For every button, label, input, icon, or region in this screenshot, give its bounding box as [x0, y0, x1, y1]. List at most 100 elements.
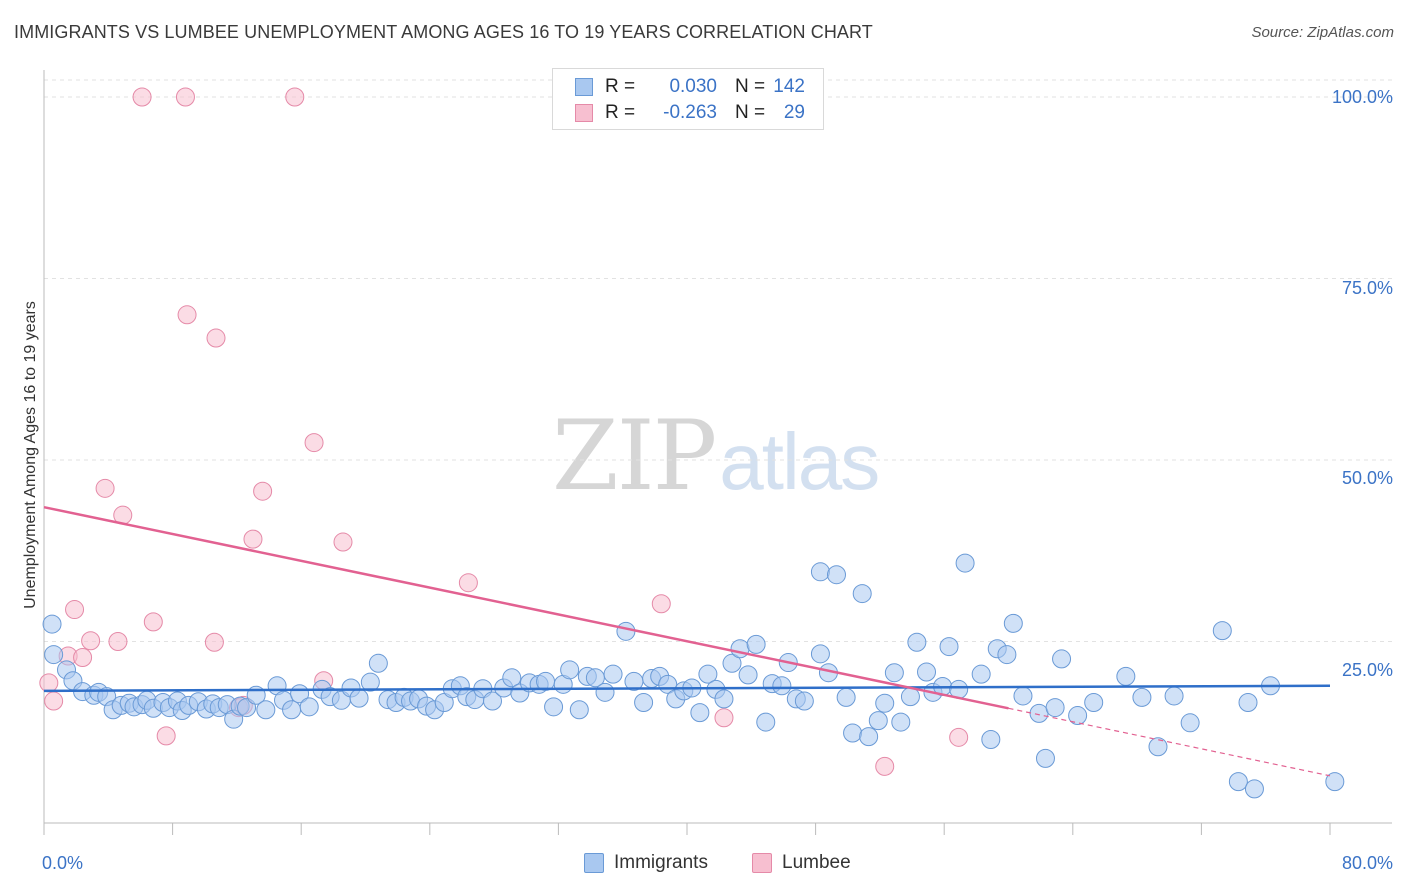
immigrants-point — [1068, 706, 1088, 726]
lumbee-point — [304, 433, 324, 453]
lumbee-point — [81, 631, 101, 651]
immigrants-point — [1035, 748, 1055, 768]
legend-r-label: R = — [605, 76, 636, 97]
legend-item-lumbee[interactable]: Lumbee — [752, 852, 851, 874]
series-immigrants — [42, 553, 1345, 799]
immigrants-point — [772, 676, 792, 696]
lumbee-point — [333, 532, 353, 552]
immigrants-point — [1029, 703, 1049, 723]
lumbee-point — [108, 632, 128, 651]
lumbee-point — [65, 600, 85, 620]
immigrants-point — [810, 644, 830, 664]
immigrants-trend-line — [43, 684, 1331, 693]
legend-n-label: N = — [735, 102, 766, 123]
immigrants-point — [810, 562, 830, 582]
legend-item-immigrants[interactable]: Immigrants — [584, 852, 708, 874]
immigrants-point — [544, 697, 564, 717]
immigrants-point — [907, 632, 927, 652]
x-tick-label: 0.0% — [42, 853, 84, 873]
immigrants-point — [722, 653, 742, 673]
immigrants-point — [859, 727, 879, 747]
immigrants-point — [482, 691, 502, 711]
immigrants-point — [1212, 621, 1232, 641]
immigrants-point — [836, 687, 856, 707]
lumbee-point — [39, 673, 59, 693]
immigrants-point — [843, 723, 863, 743]
immigrants-point — [746, 634, 766, 654]
lumbee-point — [949, 727, 969, 747]
immigrants-point — [616, 621, 636, 641]
immigrants-point — [1228, 772, 1248, 792]
immigrants-point — [714, 689, 734, 709]
lumbee-point — [95, 478, 115, 498]
immigrants-point — [917, 662, 937, 682]
immigrants-point — [634, 692, 654, 712]
watermark-zip: ZIP — [552, 400, 717, 512]
y-tick-label: 100.0% — [1331, 87, 1393, 107]
immigrants-point — [603, 664, 623, 684]
immigrants-point — [1238, 692, 1258, 712]
immigrants-point — [939, 637, 959, 657]
lumbee-point — [651, 594, 671, 614]
legend-n-value: 29 — [783, 102, 805, 123]
lumbee-point — [458, 573, 478, 593]
immigrants-point — [44, 645, 64, 665]
immigrants-point — [891, 712, 911, 732]
immigrants-point — [1052, 649, 1072, 669]
immigrants-point — [868, 711, 888, 731]
legend-r-label: R = — [605, 102, 636, 123]
immigrants-point — [42, 614, 62, 634]
immigrants-point — [794, 691, 814, 711]
immigrants-point — [595, 682, 615, 702]
lumbee-point — [175, 87, 195, 107]
immigrants-point — [560, 660, 580, 680]
legend-swatch-lumbee — [575, 104, 593, 122]
chart-title: IMMIGRANTS VS LUMBEE UNEMPLOYMENT AMONG … — [14, 22, 873, 42]
lumbee-point — [132, 87, 152, 107]
legend-row-lumbee: R = -0.263 N = 29 — [575, 101, 805, 125]
legend-label-lumbee: Lumbee — [782, 852, 851, 873]
y-tick-label: 50.0% — [1341, 468, 1393, 488]
immigrants-point — [368, 653, 388, 673]
immigrants-point — [730, 639, 750, 659]
x-tick-label: 80.0% — [1341, 853, 1393, 873]
legend-n-label: N = — [735, 76, 766, 97]
y-tick-label: 75.0% — [1341, 278, 1393, 298]
trend-lines — [43, 505, 1331, 777]
lumbee-point — [143, 612, 163, 632]
immigrants-point — [690, 703, 710, 723]
legend-swatch-immigrants — [584, 853, 604, 873]
immigrants-point — [1132, 687, 1152, 707]
grid-lines — [44, 79, 1392, 642]
immigrants-point — [299, 697, 319, 717]
lumbee-point — [253, 481, 273, 501]
source-label: Source: ZipAtlas.com — [1251, 24, 1394, 41]
immigrants-point — [884, 663, 904, 683]
immigrants-point — [997, 645, 1017, 665]
legend-r-value: 0.030 — [669, 76, 717, 97]
lumbee-point — [156, 726, 176, 746]
lumbee-point — [44, 691, 64, 711]
immigrants-point — [1148, 737, 1168, 757]
immigrants-point — [971, 664, 991, 684]
immigrants-point — [569, 700, 589, 720]
legend-label-immigrants: Immigrants — [614, 852, 708, 873]
lumbee-point — [714, 708, 734, 728]
series-legend: Immigrants Lumbee — [0, 852, 1406, 878]
legend-r-value: -0.263 — [663, 102, 717, 123]
immigrants-point — [698, 664, 718, 684]
lumbee-point — [177, 305, 197, 325]
y-tick-label: 25.0% — [1341, 660, 1393, 680]
immigrants-point — [1164, 686, 1184, 706]
watermark: ZIPatlas — [552, 400, 880, 512]
immigrants-point — [256, 700, 276, 720]
lumbee-trend-line — [43, 505, 1009, 710]
legend-row-immigrants: R = 0.030 N = 142 — [575, 75, 805, 99]
lumbee-point — [73, 647, 93, 667]
watermark-atlas: atlas — [719, 417, 880, 506]
immigrants-point — [1045, 698, 1065, 718]
immigrants-point — [502, 668, 522, 688]
lumbee-point — [285, 87, 305, 107]
immigrants-point — [875, 693, 895, 713]
lumbee-trend-extension — [1008, 707, 1331, 777]
